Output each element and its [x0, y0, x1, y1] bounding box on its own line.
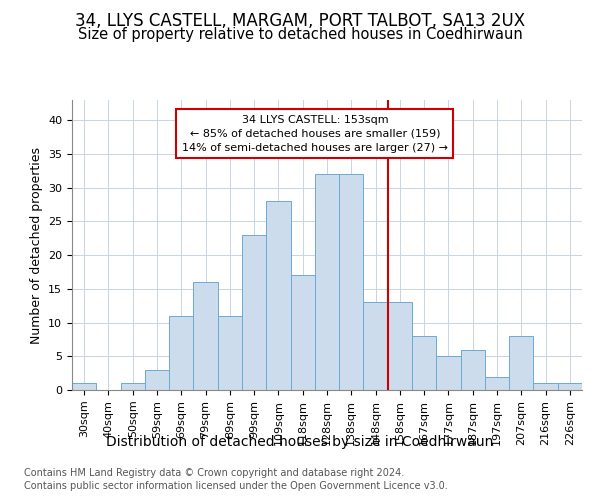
Bar [412, 336, 436, 390]
Bar [145, 370, 169, 390]
Bar [290, 276, 315, 390]
Bar [461, 350, 485, 390]
Bar [121, 384, 145, 390]
Bar [485, 376, 509, 390]
Bar [315, 174, 339, 390]
Bar [436, 356, 461, 390]
Bar [364, 302, 388, 390]
Text: Size of property relative to detached houses in Coedhirwaun: Size of property relative to detached ho… [77, 28, 523, 42]
Text: Contains HM Land Registry data © Crown copyright and database right 2024.: Contains HM Land Registry data © Crown c… [24, 468, 404, 477]
Bar [218, 316, 242, 390]
Bar [558, 384, 582, 390]
Text: 34, LLYS CASTELL, MARGAM, PORT TALBOT, SA13 2UX: 34, LLYS CASTELL, MARGAM, PORT TALBOT, S… [75, 12, 525, 30]
Bar [509, 336, 533, 390]
Bar [242, 235, 266, 390]
Text: 34 LLYS CASTELL: 153sqm
← 85% of detached houses are smaller (159)
14% of semi-d: 34 LLYS CASTELL: 153sqm ← 85% of detache… [182, 115, 448, 153]
Bar [388, 302, 412, 390]
Bar [266, 201, 290, 390]
Bar [193, 282, 218, 390]
Y-axis label: Number of detached properties: Number of detached properties [29, 146, 43, 344]
Bar [533, 384, 558, 390]
Bar [339, 174, 364, 390]
Bar [169, 316, 193, 390]
Bar [72, 384, 96, 390]
Text: Contains public sector information licensed under the Open Government Licence v3: Contains public sector information licen… [24, 481, 448, 491]
Text: Distribution of detached houses by size in Coedhirwaun: Distribution of detached houses by size … [106, 435, 494, 449]
